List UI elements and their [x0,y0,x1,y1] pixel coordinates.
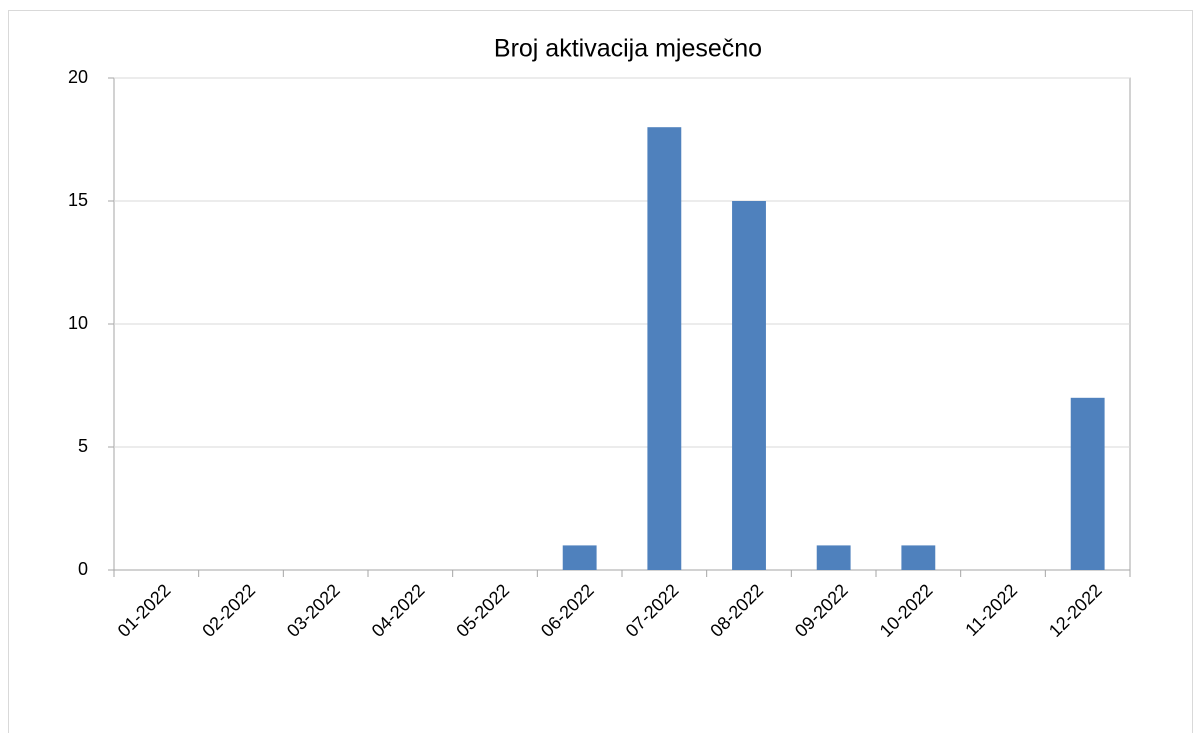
bar [732,201,766,570]
bar [647,127,682,570]
y-tick-label: 5 [78,436,88,456]
chart-title: Broj aktivacija mjesečno [494,35,762,63]
bar [901,545,936,570]
y-tick-label: 10 [68,313,88,333]
bar [816,545,851,570]
bar [1070,397,1105,570]
bar [562,545,597,570]
y-tick-label: 15 [68,190,88,210]
chart-border [8,10,1193,738]
y-tick-label: 0 [78,559,88,579]
y-tick-label: 20 [68,67,88,87]
